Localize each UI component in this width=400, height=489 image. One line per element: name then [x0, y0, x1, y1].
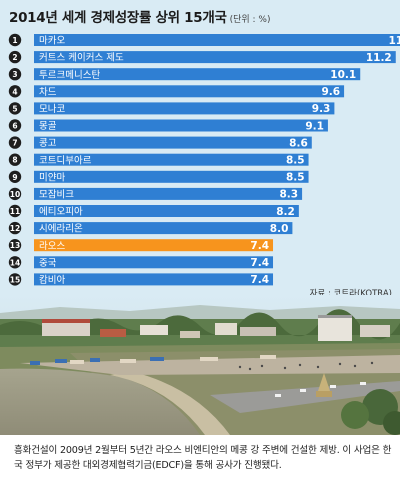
riverside-aerial-photo [0, 295, 400, 435]
bar-14 [34, 256, 274, 269]
rank-badge-5 [8, 102, 22, 115]
rank-label-12: 12 [10, 224, 20, 233]
rank-label-9: 9 [12, 173, 17, 182]
bar-15 [34, 273, 274, 286]
chart-header: 2014년 세계 경제성장률 상위 15개국 (단위 : %) [9, 6, 271, 26]
rank-label-5: 5 [12, 104, 17, 113]
chart-unit: (단위 : %) [229, 15, 271, 25]
rank-badge-1 [8, 33, 22, 47]
rank-label-8: 8 [12, 156, 17, 165]
value-label-14: 7.4 [250, 257, 269, 269]
bar-12 [34, 222, 293, 235]
rank-label-4: 4 [12, 87, 17, 96]
value-label-13: 7.4 [250, 240, 269, 252]
value-label-9: 8.5 [286, 172, 305, 184]
value-label-12: 8.0 [270, 223, 289, 235]
value-label-10: 8.3 [279, 189, 298, 201]
rank-label-13: 13 [10, 241, 20, 250]
rank-label-3: 3 [12, 70, 17, 79]
bar-7 [34, 136, 312, 149]
bar-10 [34, 187, 303, 200]
chart-title: 2014년 세계 경제성장률 상위 15개국 [9, 10, 227, 26]
bar-8 [34, 153, 309, 166]
rank-badge-4 [8, 85, 22, 98]
category-label-9: 미얀마 [39, 171, 65, 183]
chart-panel [0, 0, 400, 302]
rank-badge-11 [8, 204, 22, 218]
category-label-13: 라오스 [39, 241, 65, 252]
rank-label-11: 11 [10, 207, 20, 216]
rank-badge-15 [8, 273, 22, 286]
rank-badge-13 [8, 239, 22, 252]
bar-9 [34, 170, 309, 183]
rank-badge-2 [8, 50, 22, 64]
category-label-1: 마카오 [39, 36, 65, 47]
value-label-7: 8.6 [289, 137, 308, 149]
rank-label-2: 2 [12, 53, 17, 62]
category-label-11: 에티오피아 [39, 207, 83, 218]
value-label-1: 11.9 [388, 35, 400, 47]
value-label-8: 8.5 [286, 155, 305, 167]
bar-4 [34, 85, 345, 98]
category-label-3: 투르크메니스탄 [39, 70, 100, 81]
bar-3 [34, 68, 361, 81]
bar-5 [34, 102, 335, 115]
rank-label-7: 7 [12, 139, 17, 148]
category-label-14: 중국 [39, 258, 57, 269]
rank-badge-8 [8, 153, 22, 166]
value-label-5: 9.3 [312, 103, 331, 115]
category-label-4: 차드 [39, 86, 57, 98]
rank-label-1: 1 [12, 36, 17, 45]
rank-label-14: 14 [10, 258, 20, 267]
category-label-10: 모잠비크 [39, 190, 74, 201]
rank-badge-10 [8, 187, 22, 201]
photo-caption: 흥화건설이 2009년 2월부터 5년간 라오스 비엔티안의 메콩 강 주변에 … [14, 445, 392, 471]
value-label-6: 9.1 [305, 120, 324, 132]
category-label-8: 코트디부아르 [39, 155, 92, 166]
rank-badge-7 [8, 136, 22, 149]
value-label-15: 7.4 [250, 274, 269, 286]
rank-badge-12 [8, 221, 22, 235]
category-label-6: 몽골 [39, 121, 57, 132]
value-label-3: 10.1 [330, 69, 356, 81]
rank-badge-6 [8, 119, 22, 132]
rank-label-15: 15 [10, 275, 20, 284]
rank-badge-14 [8, 256, 22, 269]
category-label-7: 콩고 [39, 138, 57, 149]
value-label-4: 9.6 [321, 86, 340, 98]
category-label-2: 커트스 케이커스 제도 [39, 53, 124, 64]
rank-badge-3 [8, 68, 22, 81]
bar-chart: 1 마카오 11.9 2 커트스 케이커스 제도 11.2 3 투르크메니스탄 10.1 4 차드 9… [8, 33, 400, 286]
bar-2 [34, 51, 396, 64]
chart-source: 자료 : 코트라(KOTRA) [309, 289, 392, 299]
category-label-15: 캄비아 [39, 274, 65, 286]
bar-6 [34, 119, 328, 132]
bar-1 [34, 34, 400, 46]
value-label-2: 11.2 [366, 52, 392, 64]
category-label-5: 모나코 [39, 104, 65, 115]
value-label-11: 8.2 [276, 206, 295, 218]
rank-label-10: 10 [10, 190, 20, 199]
category-label-12: 시에라리온 [39, 224, 83, 235]
bar-11 [34, 205, 299, 217]
rank-label-6: 6 [12, 122, 17, 131]
bar-13 [34, 239, 274, 252]
rank-badge-9 [8, 170, 22, 183]
